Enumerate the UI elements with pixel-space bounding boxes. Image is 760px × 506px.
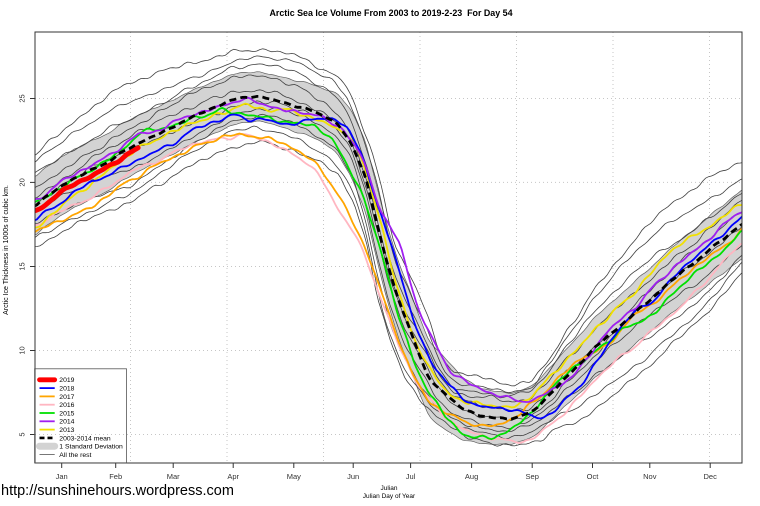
svg-text:2014: 2014	[59, 419, 74, 426]
svg-text:Feb: Feb	[109, 472, 122, 481]
svg-text:Dec: Dec	[704, 472, 718, 481]
svg-text:Julian: Julian	[381, 485, 398, 492]
svg-text:20: 20	[18, 178, 27, 186]
svg-text:Nov: Nov	[643, 472, 657, 481]
svg-text:1 Standard Deviation: 1 Standard Deviation	[59, 444, 123, 451]
svg-text:May: May	[287, 472, 301, 481]
svg-text:All the rest: All the rest	[59, 452, 91, 459]
svg-text:15: 15	[18, 262, 27, 270]
svg-text:2016: 2016	[59, 402, 74, 409]
svg-text:Jun: Jun	[347, 472, 359, 481]
svg-text:Arctic Sea Ice Volume From 200: Arctic Sea Ice Volume From 2003 to 2019-…	[269, 8, 512, 18]
svg-text:2019: 2019	[59, 377, 74, 384]
svg-text:Jul: Jul	[406, 472, 416, 481]
svg-text:Arctic Ice Thickness in 1000s: Arctic Ice Thickness in 1000s of cubic k…	[3, 185, 10, 315]
svg-text:Oct: Oct	[587, 472, 600, 481]
svg-text:10: 10	[18, 346, 27, 354]
svg-text:Jan: Jan	[56, 472, 68, 481]
svg-text:2003-2014 mean: 2003-2014 mean	[59, 435, 111, 442]
svg-text:2015: 2015	[59, 410, 74, 417]
svg-text:Sep: Sep	[526, 472, 539, 481]
svg-text:25: 25	[18, 94, 27, 102]
svg-text:Aug: Aug	[465, 472, 478, 481]
svg-text:Julian Day of Year: Julian Day of Year	[363, 493, 416, 500]
svg-text:2018: 2018	[59, 386, 74, 393]
svg-text:Apr: Apr	[227, 472, 239, 481]
svg-text:Mar: Mar	[167, 472, 180, 481]
svg-text:5: 5	[18, 432, 27, 436]
svg-text:2013: 2013	[59, 427, 74, 434]
svg-text:2017: 2017	[59, 394, 74, 401]
